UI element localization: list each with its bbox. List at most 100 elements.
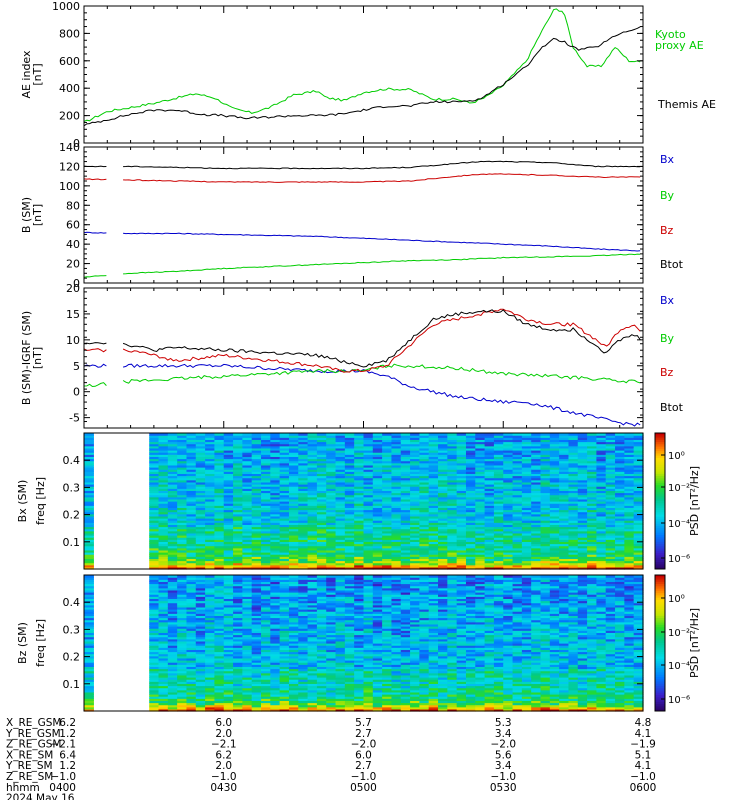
spectrogram-cell	[316, 566, 327, 570]
spectrogram-cell	[438, 543, 448, 547]
spectrogram-cell	[233, 532, 243, 536]
spectrogram-cell	[195, 626, 206, 629]
spectrogram-cell	[186, 469, 197, 472]
spectrogram-cell	[214, 481, 225, 485]
spectrogram-cell	[149, 634, 160, 638]
spectrogram-cell	[521, 471, 532, 474]
spectrogram-cell	[307, 437, 318, 440]
spectrogram-cell	[615, 505, 625, 508]
spectrogram-cell	[438, 511, 448, 515]
spectrogram-cell	[438, 433, 448, 436]
spectrogram-cell	[261, 549, 271, 553]
spectrogram-cell	[279, 702, 290, 706]
spectrogram-cell	[503, 562, 514, 566]
spectrogram-cell	[279, 520, 290, 523]
spectrogram-cell	[242, 579, 253, 582]
spectrogram-cell	[549, 518, 560, 521]
spectrogram-cell	[428, 558, 439, 562]
spectrogram-cell	[382, 445, 393, 449]
spectrogram-cell	[223, 708, 234, 712]
spectrogram-cell	[214, 649, 225, 653]
spectrogram-cell	[354, 443, 365, 447]
spectrogram-cell	[354, 471, 365, 474]
spectrogram-cell	[177, 628, 188, 631]
spectrogram-cell	[326, 558, 337, 562]
spectrogram-cell	[84, 689, 94, 693]
spectrogram-cell	[382, 458, 393, 462]
spectrogram-cell	[521, 484, 532, 487]
panel-frame	[83, 432, 644, 570]
spectrogram-cell	[624, 454, 635, 457]
spectrogram-cell	[261, 672, 271, 676]
spectrogram-cell	[214, 475, 225, 479]
spectrogram-cell	[540, 530, 551, 534]
spectrogram-cell	[419, 526, 430, 530]
spectrogram-cell	[233, 657, 243, 661]
spectrogram-cell	[475, 522, 486, 525]
spectrogram-cell	[605, 558, 616, 562]
spectrogram-cell	[382, 494, 393, 498]
spectrogram-cell	[251, 513, 262, 517]
spectrogram-cell	[270, 621, 281, 625]
spectrogram-cell	[242, 681, 253, 684]
spectrogram-cell	[568, 513, 579, 517]
spectrogram-cell	[438, 481, 448, 485]
spectrogram-cell	[177, 473, 188, 477]
spectrogram-cell	[624, 515, 635, 519]
spectrogram-cell	[84, 674, 94, 678]
spectrogram-cell	[177, 520, 188, 523]
spectrogram-cell	[456, 556, 467, 559]
spectrogram-cell	[214, 496, 225, 500]
spectrogram-cell	[363, 464, 374, 468]
spectrogram-cell	[447, 469, 458, 472]
spectrogram-cell	[205, 649, 216, 653]
spectrogram-cell	[158, 655, 169, 659]
spectrogram-cell	[624, 492, 635, 496]
spectrogram-cell	[233, 677, 243, 680]
spectrogram-cell	[279, 471, 290, 474]
spectrogram-cell	[279, 562, 290, 566]
spectrogram-cell	[428, 539, 439, 542]
spectrogram-cell	[354, 475, 365, 479]
spectrogram-cell	[316, 454, 327, 457]
spectrogram-cell	[335, 539, 346, 542]
spectrogram-cell	[615, 558, 625, 562]
spectrogram-cell	[493, 518, 504, 521]
spectrogram-cell	[270, 617, 281, 621]
spectrogram-cell	[615, 492, 625, 496]
spectrogram-cell	[549, 545, 560, 549]
spectrogram-cell	[475, 458, 486, 462]
spectrogram-cell	[261, 700, 271, 704]
spectrogram-cell	[326, 513, 337, 517]
spectrogram-cell	[428, 447, 439, 451]
spectrogram-cell	[316, 520, 327, 523]
spectrogram-cell	[186, 687, 197, 691]
spectrogram-cell	[195, 462, 206, 466]
panel-2	[83, 146, 644, 284]
spectrogram-cell	[242, 708, 253, 712]
spectrogram-cell	[233, 672, 243, 676]
spectrogram-cell	[410, 530, 420, 534]
spectrogram-cell	[251, 484, 262, 487]
spectrogram-cell	[568, 511, 579, 515]
spectrogram-cell	[465, 524, 476, 528]
spectrogram-cell	[615, 522, 625, 525]
spectrogram-cell	[270, 649, 281, 653]
spectrogram-cell	[326, 543, 337, 547]
spectrogram-cell	[577, 518, 588, 521]
spectrogram-cell	[391, 486, 402, 489]
spectrogram-cell	[158, 685, 169, 689]
spectrogram-cell	[596, 496, 607, 500]
spectrogram-cell	[242, 700, 253, 704]
spectrogram-cell	[596, 520, 607, 523]
spectrogram-cell	[307, 452, 318, 455]
spectrogram-cell	[400, 515, 411, 519]
spectrogram-cell	[158, 615, 169, 619]
spectrogram-cell	[568, 490, 579, 494]
spectrogram-cell	[568, 498, 579, 502]
spectrogram-cell	[186, 456, 197, 460]
spectrogram-cell	[521, 433, 532, 436]
spectrogram-cell	[354, 481, 365, 485]
spectrogram-cell	[382, 530, 393, 534]
spectrogram-cell	[633, 524, 644, 528]
